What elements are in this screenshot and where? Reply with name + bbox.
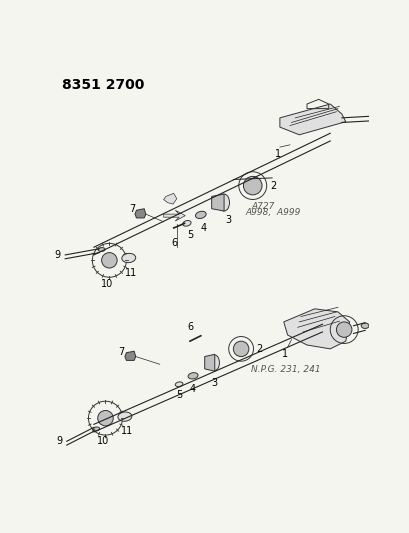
Ellipse shape xyxy=(188,373,198,379)
Text: 2: 2 xyxy=(256,344,262,354)
Polygon shape xyxy=(283,309,349,349)
Text: A998,  A999: A998, A999 xyxy=(245,208,301,217)
Text: N.P.G. 231, 241: N.P.G. 231, 241 xyxy=(251,365,320,374)
Polygon shape xyxy=(125,351,135,360)
Text: 1: 1 xyxy=(274,149,280,159)
Circle shape xyxy=(101,253,117,268)
Text: 7: 7 xyxy=(118,347,125,357)
Text: 9: 9 xyxy=(56,436,62,446)
Text: 11: 11 xyxy=(121,426,133,436)
Circle shape xyxy=(233,341,248,357)
Ellipse shape xyxy=(98,248,105,252)
Ellipse shape xyxy=(182,221,191,226)
Ellipse shape xyxy=(218,194,229,211)
Ellipse shape xyxy=(121,253,135,263)
Circle shape xyxy=(336,322,351,337)
Text: 2: 2 xyxy=(270,181,276,191)
Text: 6: 6 xyxy=(187,322,193,332)
Text: 10: 10 xyxy=(101,279,113,289)
Text: 10: 10 xyxy=(97,436,109,446)
Text: 4: 4 xyxy=(200,223,207,232)
Text: 4: 4 xyxy=(189,384,196,393)
Ellipse shape xyxy=(92,427,99,431)
Polygon shape xyxy=(135,209,146,218)
Text: 9: 9 xyxy=(54,250,61,260)
Polygon shape xyxy=(163,210,185,221)
Text: 5: 5 xyxy=(175,391,182,400)
Circle shape xyxy=(243,176,261,195)
Ellipse shape xyxy=(175,382,182,386)
Text: 8351 2700: 8351 2700 xyxy=(62,78,144,92)
Circle shape xyxy=(97,410,113,426)
Ellipse shape xyxy=(210,355,219,370)
Ellipse shape xyxy=(118,412,132,421)
Polygon shape xyxy=(279,104,345,135)
Text: 6: 6 xyxy=(171,238,177,248)
Text: 3: 3 xyxy=(225,215,231,225)
Polygon shape xyxy=(211,194,224,211)
Ellipse shape xyxy=(360,323,368,328)
Polygon shape xyxy=(204,354,214,371)
Text: A727: A727 xyxy=(251,201,274,211)
Text: 1: 1 xyxy=(281,349,288,359)
Text: 11: 11 xyxy=(125,268,137,278)
Ellipse shape xyxy=(195,211,206,219)
Polygon shape xyxy=(163,193,176,204)
Text: 7: 7 xyxy=(128,204,135,214)
Text: 3: 3 xyxy=(210,378,216,388)
Text: 5: 5 xyxy=(187,230,193,240)
